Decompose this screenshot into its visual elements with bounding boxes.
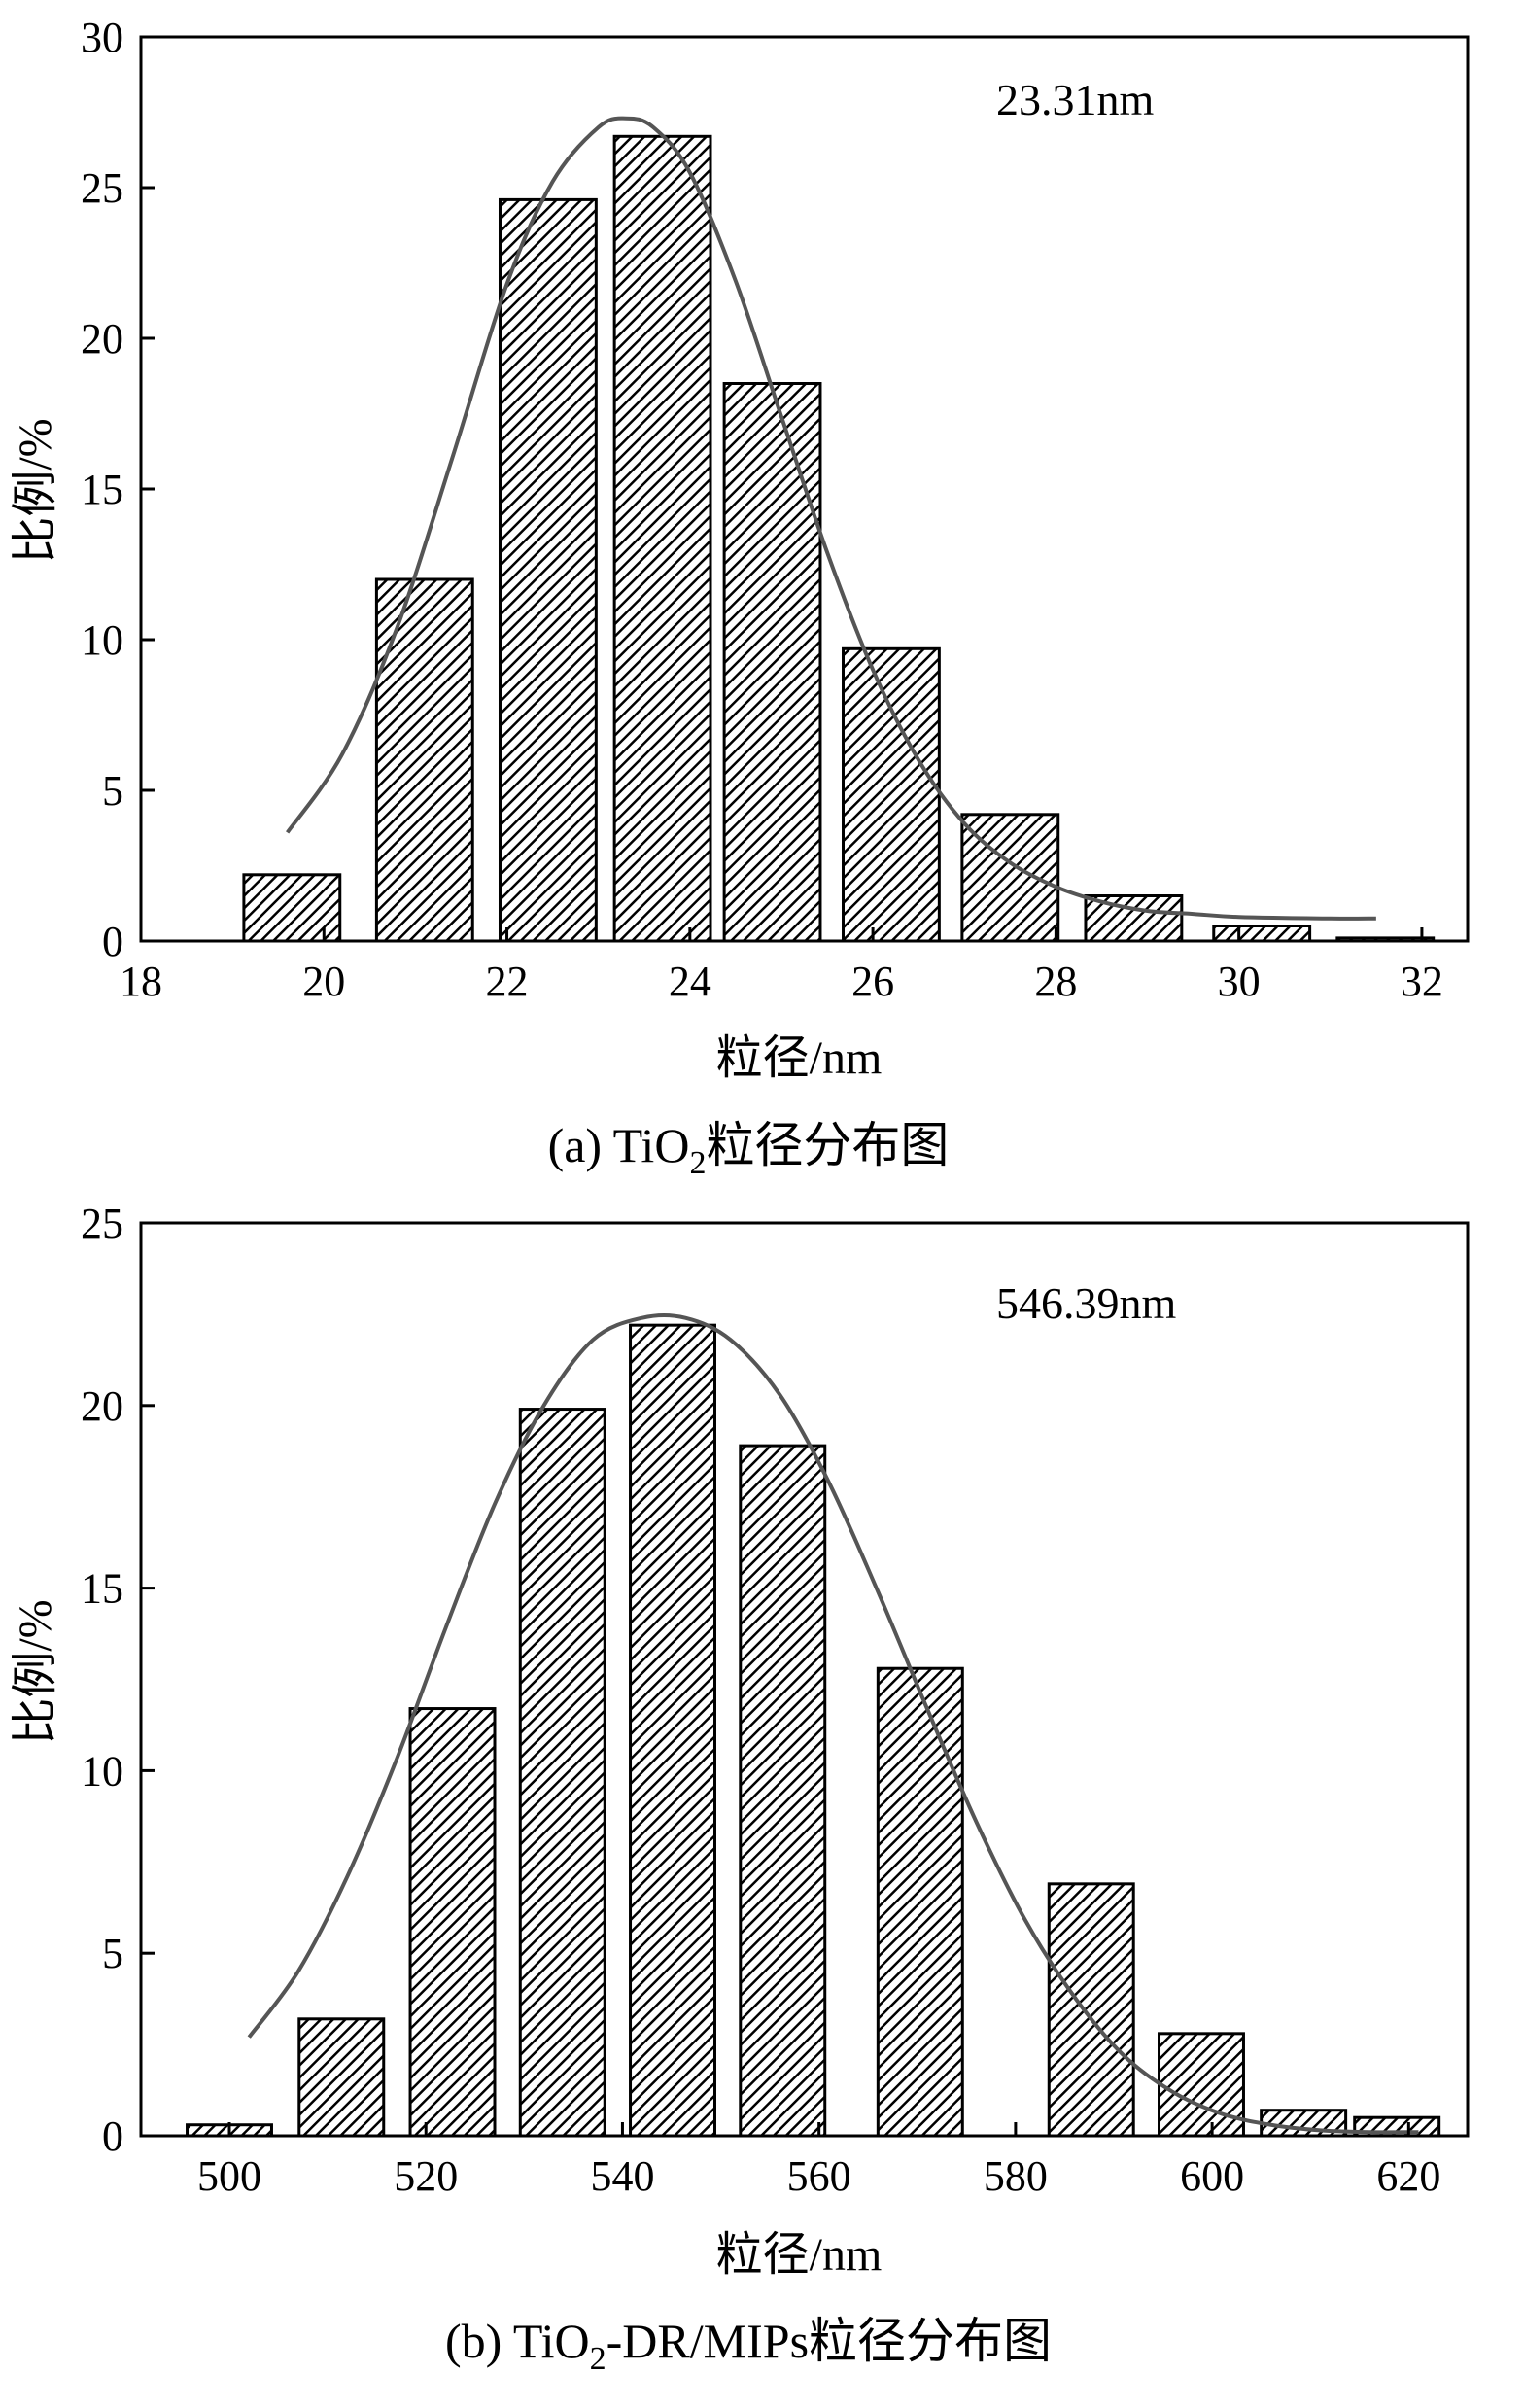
panel-b-fit-curve — [247, 1312, 1419, 2135]
panel-a-caption: (a) TiO2粒径分布图 — [548, 1118, 950, 1181]
panel-a-bar-1 — [242, 873, 342, 943]
panel-a-ticks: 18 20 22 24 26 28 30 32 0 5 10 15 20 25 30 — [81, 14, 1443, 1005]
panel-b-caption: (b) TiO2-DR/MIPs粒径分布图 — [445, 2314, 1052, 2377]
panel-b-x-tick-label: 600 — [1180, 2152, 1244, 2200]
panel-a-x-tick-label: 18 — [120, 958, 162, 1005]
panel-b-y-tick-label: 0 — [102, 2112, 123, 2160]
panel-a-y-tick-label: 10 — [81, 616, 123, 664]
panel-b-y-tick-label: 5 — [102, 1930, 123, 1977]
panel-b-x-tick-label: 620 — [1376, 2152, 1440, 2200]
panel-b-chart: 500 520 540 560 580 600 620 0 5 10 15 20 25 546.39nm… — [10, 1200, 1470, 2377]
panel-b-ticks: 500 520 540 560 580 600 620 0 5 10 15 20 25 — [81, 1200, 1440, 2200]
panel-a-y-tick-label: 25 — [81, 164, 123, 212]
panel-a-caption-sub: 2 — [689, 1145, 706, 1181]
panel-b-y-tick-label: 10 — [81, 1747, 123, 1795]
panel-b-y-tick-label: 15 — [81, 1565, 123, 1613]
panel-a-y-tick-label: 30 — [81, 14, 123, 61]
panel-a-y-tick-label: 20 — [81, 315, 123, 363]
panel-b-plot-frame — [139, 1221, 1470, 2138]
panel-b-bar-7 — [876, 1666, 964, 2138]
panel-a-bars — [242, 134, 1436, 943]
panel-a-fit-curve — [285, 116, 1376, 921]
panel-b-bar-4 — [518, 1408, 606, 2138]
panel-a-bar-3 — [498, 197, 598, 943]
panel-b-bar-2 — [297, 2017, 386, 2138]
panel-b-x-tick-label: 520 — [394, 2152, 458, 2200]
panel-a-chart: 18 20 22 24 26 28 30 32 0 5 10 15 20 25 30 23.31nm 粒径/… — [10, 14, 1470, 1181]
panel-a-x-tick-label: 28 — [1034, 958, 1077, 1005]
panel-b-bar-9 — [1158, 2032, 1245, 2138]
panel-a-x-tick-label: 30 — [1218, 958, 1261, 1005]
panel-b-y-tick-label: 20 — [81, 1382, 123, 1430]
panel-a-y-tick-label: 0 — [102, 918, 123, 965]
panel-a-x-tick-label: 20 — [302, 958, 345, 1005]
panel-b-annotation: 546.39nm — [996, 1278, 1177, 1328]
panel-a-bar-5 — [722, 382, 822, 943]
panel-a-bar-6 — [842, 646, 941, 943]
panel-b-caption-pre: (b) TiO — [445, 2314, 590, 2368]
panel-b-x-axis-label: 粒径/nm — [716, 2229, 883, 2281]
panel-b-caption-post: -DR/MIPs粒径分布图 — [606, 2314, 1052, 2368]
panel-b-bar-8 — [1047, 1882, 1135, 2138]
panel-a-caption-post: 粒径分布图 — [706, 1118, 949, 1172]
panel-b-y-axis-label: 比例/% — [10, 1599, 61, 1744]
panel-a-x-tick-label: 24 — [669, 958, 711, 1005]
panel-b-bar-6 — [739, 1444, 827, 2138]
panel-a-bar-2 — [374, 577, 474, 943]
panel-b-y-tick-label: 25 — [81, 1200, 123, 1247]
panel-a-bar-4 — [612, 134, 712, 943]
panel-b-caption-sub: 2 — [590, 2341, 606, 2377]
panel-b-x-tick-label: 500 — [197, 2152, 261, 2200]
panel-a-x-tick-label: 32 — [1401, 958, 1443, 1005]
panel-b-bars — [186, 1323, 1441, 2138]
panel-b-bar-5 — [629, 1323, 716, 2138]
panel-a-y-axis-label: 比例/% — [10, 418, 61, 563]
panel-b-x-tick-label: 560 — [787, 2152, 851, 2200]
panel-b-bar-3 — [408, 1707, 497, 2138]
panel-a-bar-9 — [1212, 925, 1312, 943]
panel-a-x-axis-label: 粒径/nm — [716, 1032, 883, 1084]
panel-a-x-tick-label: 26 — [851, 958, 894, 1005]
panel-a-y-tick-label: 15 — [81, 466, 123, 513]
panel-a-y-tick-label: 5 — [102, 767, 123, 815]
panel-b-x-tick-label: 580 — [984, 2152, 1048, 2200]
panel-a-caption-pre: (a) TiO — [548, 1118, 690, 1172]
panel-b-x-tick-label: 540 — [590, 2152, 654, 2200]
panel-a-x-tick-label: 22 — [486, 958, 529, 1005]
panel-a-annotation: 23.31nm — [996, 75, 1155, 124]
